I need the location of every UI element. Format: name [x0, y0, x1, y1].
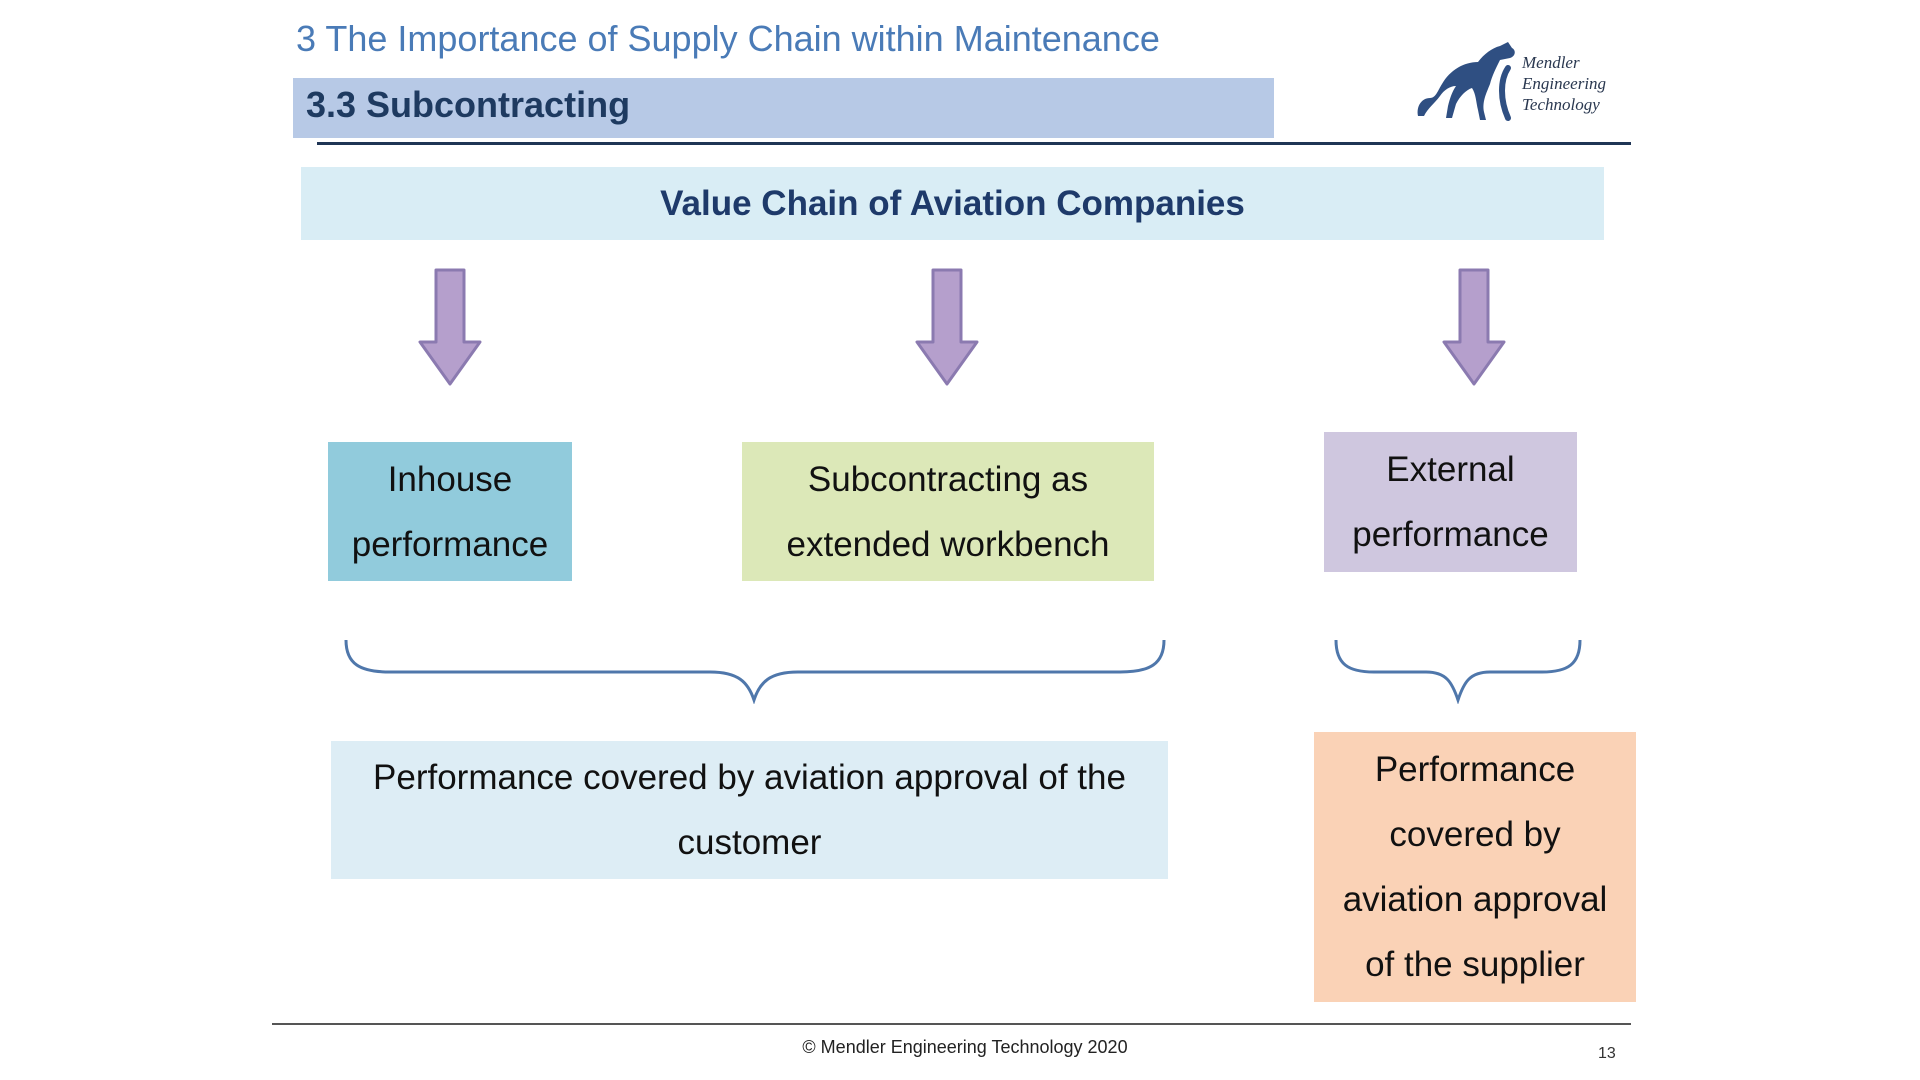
value-chain-title: Value Chain of Aviation Companies — [660, 183, 1245, 223]
supplier-line1: Performance — [1374, 750, 1576, 789]
customer-line1: Performance covered by aviation approval… — [373, 758, 1126, 797]
header-divider — [317, 142, 1631, 145]
external-performance-box: External performance — [1324, 432, 1577, 572]
external-line2: performance — [1352, 515, 1549, 554]
section-title: 3.3 Subcontracting — [306, 84, 631, 125]
page-number: 13 — [1598, 1045, 1616, 1062]
section-title-band — [293, 78, 1274, 138]
logo-text-line3: Technology — [1522, 95, 1600, 114]
panther-logo-icon — [1417, 42, 1515, 121]
logo-text-line1: Mendler — [1522, 53, 1580, 72]
logo-text-line2: Engineering — [1522, 74, 1607, 93]
logo-text: Mendler Engineering Technology — [1522, 52, 1606, 115]
inhouse-performance-box: Inhouse performance — [328, 442, 572, 581]
footer-divider — [272, 1023, 1631, 1025]
supplier-line2: covered by — [1389, 815, 1561, 854]
customer-approval-box: Performance covered by aviation approval… — [331, 741, 1168, 879]
down-arrow-icon — [418, 268, 482, 386]
down-arrow-icon — [915, 268, 979, 386]
chapter-title: 3 The Importance of Supply Chain within … — [296, 18, 1160, 59]
copyright-footer: © Mendler Engineering Technology 2020 — [802, 1037, 1128, 1057]
workbench-line1: Subcontracting as — [807, 459, 1089, 499]
workbench-line2: extended workbench — [786, 524, 1110, 564]
supplier-approval-box: Performance covered by aviation approval… — [1314, 732, 1636, 1002]
supplier-line4: of the supplier — [1365, 945, 1585, 984]
supplier-line3: aviation approval — [1342, 880, 1608, 919]
extended-workbench-box: Subcontracting as extended workbench — [742, 442, 1154, 581]
inhouse-line2: performance — [351, 524, 549, 564]
right-brace-icon — [1334, 639, 1582, 704]
value-chain-box: Value Chain of Aviation Companies — [301, 167, 1604, 240]
inhouse-line1: Inhouse — [387, 459, 513, 499]
left-brace-icon — [344, 639, 1166, 704]
down-arrow-icon — [1442, 268, 1506, 386]
external-line1: External — [1386, 450, 1515, 489]
customer-line2: customer — [677, 823, 822, 862]
